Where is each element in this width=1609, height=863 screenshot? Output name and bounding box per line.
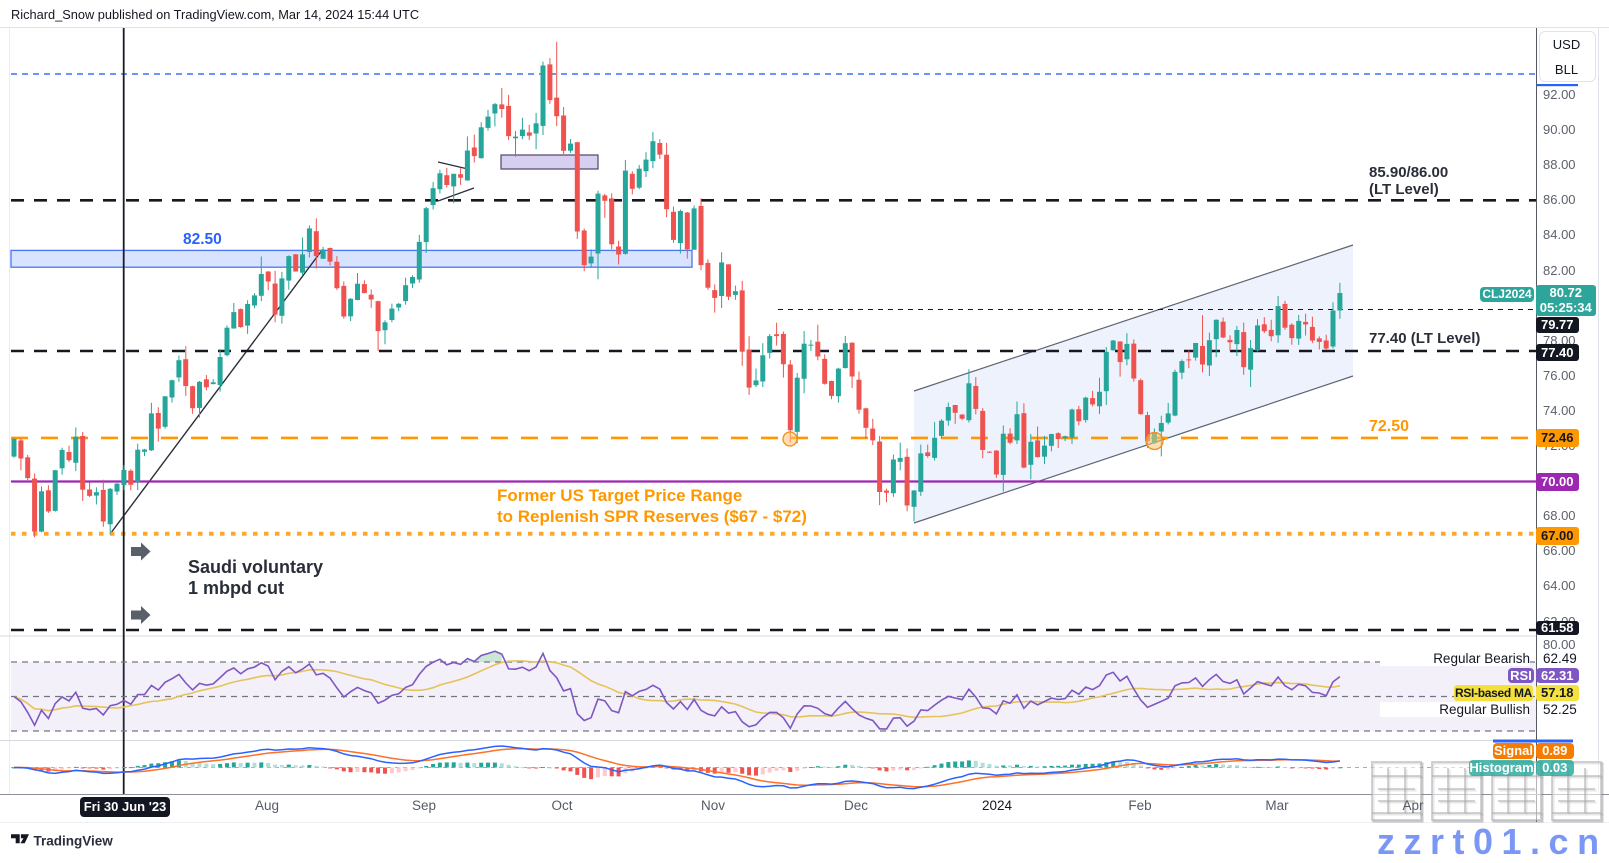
svg-text:TradingView: TradingView bbox=[34, 834, 114, 849]
